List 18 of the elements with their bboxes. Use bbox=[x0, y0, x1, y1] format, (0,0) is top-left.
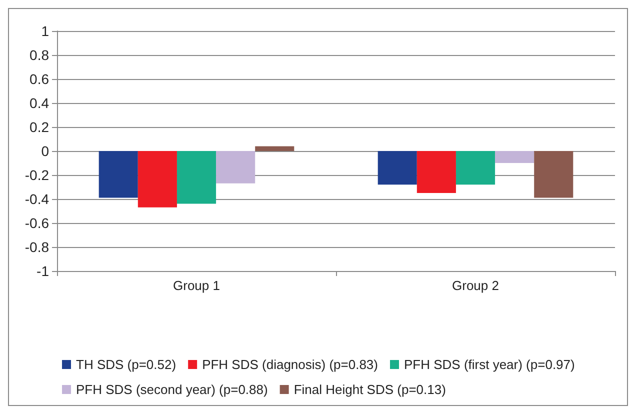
y-tick-label: 0 bbox=[41, 143, 50, 159]
legend-label: Final Height SDS (p=0.13) bbox=[294, 382, 446, 397]
x-tick-label: Group 2 bbox=[452, 278, 499, 293]
y-tick-label: 0.6 bbox=[30, 71, 50, 87]
y-tick-label: 0.2 bbox=[30, 119, 50, 135]
legend-label: PFH SDS (diagnosis) (p=0.83) bbox=[202, 357, 378, 372]
y-tick-label: 0.4 bbox=[30, 95, 50, 111]
legend-label: PFH SDS (second year) (p=0.88) bbox=[76, 382, 268, 397]
legend-label: TH SDS (p=0.52) bbox=[76, 357, 176, 372]
legend-label: PFH SDS (first year) (p=0.97) bbox=[404, 357, 575, 372]
y-tick-label: -0.2 bbox=[24, 167, 50, 183]
y-tick-label: -0.8 bbox=[24, 239, 50, 255]
x-tick-label: Group 1 bbox=[173, 278, 220, 293]
y-tick-label: 1 bbox=[41, 23, 50, 39]
y-tick-label: 0.8 bbox=[30, 47, 50, 63]
y-tick-label: -0.4 bbox=[24, 191, 50, 207]
y-tick-label: -1 bbox=[36, 263, 50, 279]
y-tick-label: -0.6 bbox=[24, 215, 50, 231]
